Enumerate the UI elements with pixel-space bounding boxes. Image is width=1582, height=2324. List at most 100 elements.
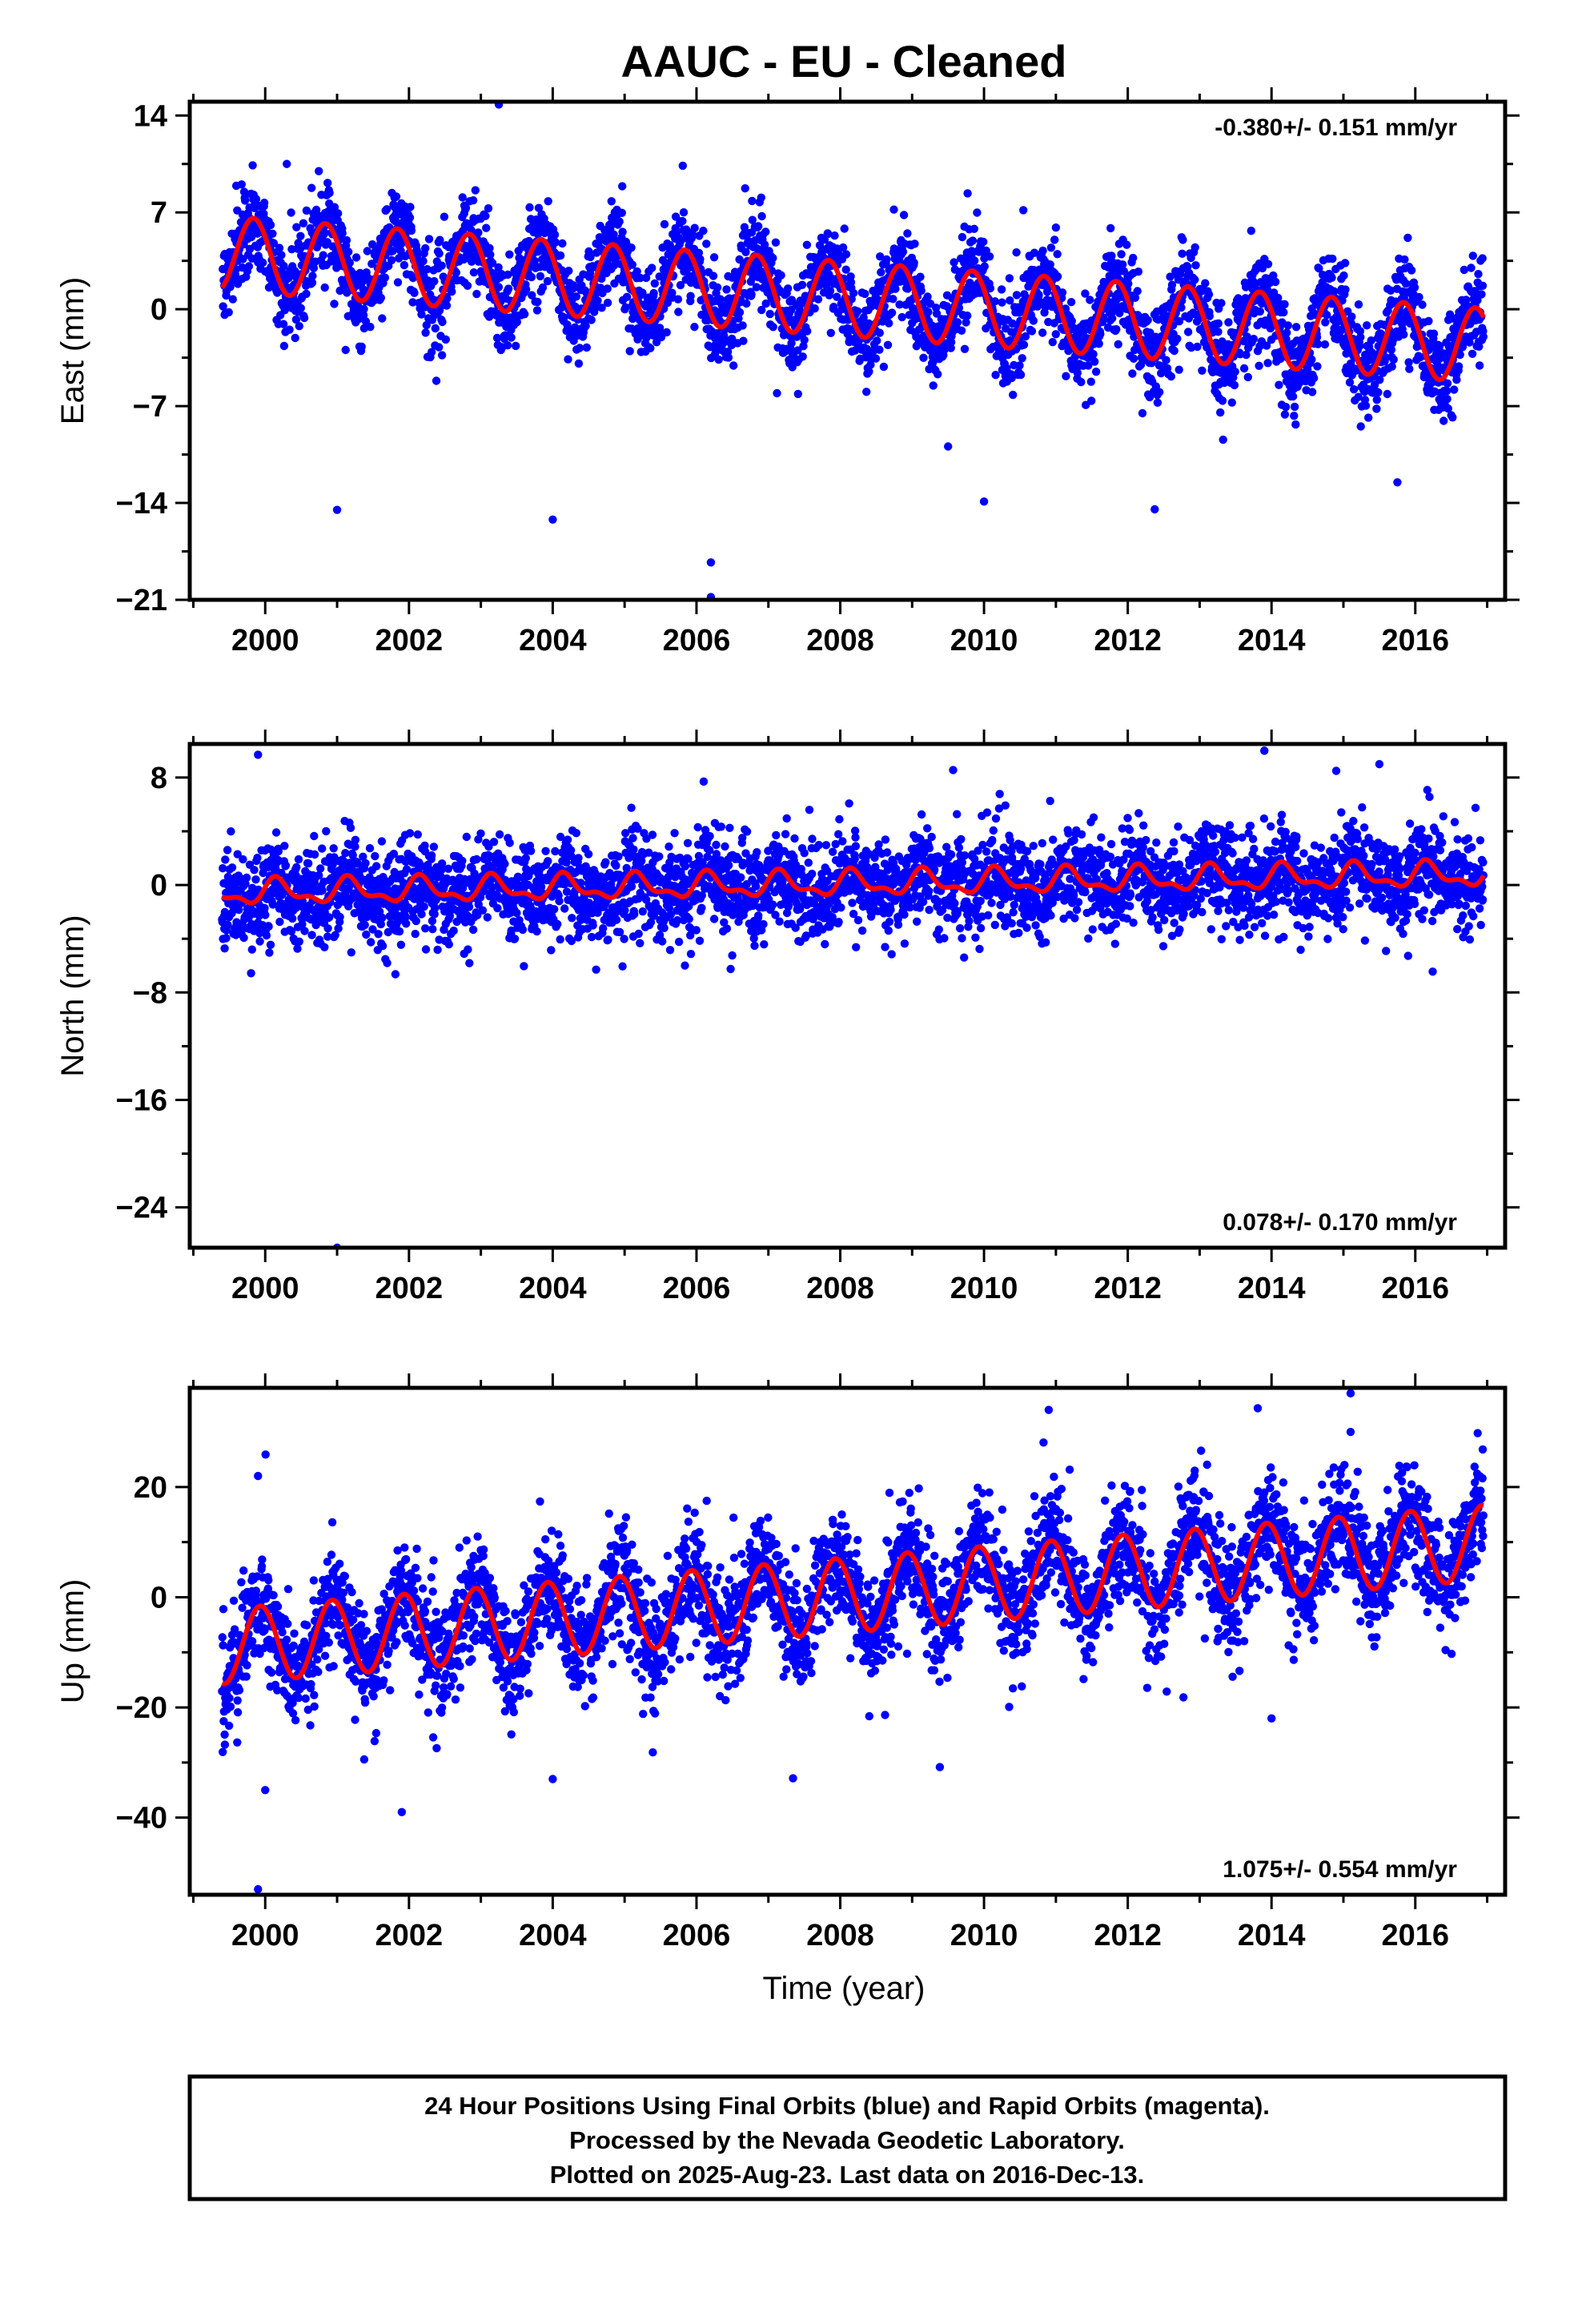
page-title: AAUC - EU - Cleaned [621,36,1067,86]
data-point [829,303,838,312]
data-point [293,944,302,953]
data-point [442,301,452,310]
data-point [378,942,387,951]
data-point [618,227,627,236]
data-point [628,260,636,269]
data-point [1143,316,1152,324]
data-point [873,336,881,345]
data-point [865,367,873,376]
data-point [729,361,738,370]
data-point [581,321,590,331]
data-point [1193,342,1202,352]
data-point [752,283,761,292]
data-point [493,903,502,913]
data-point [521,854,530,862]
data-point [1008,319,1017,328]
data-point [1291,420,1300,429]
data-point [269,239,279,247]
data-point [825,287,835,296]
data-point [1361,401,1371,410]
data-point [1191,261,1200,270]
data-point [544,197,552,206]
data-point [1291,323,1301,332]
data-point [302,206,311,215]
data-point [1034,290,1043,300]
data-point [266,940,275,950]
data-point [889,295,897,304]
x-tick-label: 2006 [663,624,731,657]
data-point [919,353,928,362]
data-point [1090,357,1099,366]
data-point [1122,240,1131,249]
data-point [435,249,444,258]
data-point [259,258,267,267]
data-point [649,288,658,298]
x-tick-label: 2014 [1238,624,1306,657]
data-point [586,252,595,262]
data-point [268,229,277,238]
data-point [431,324,440,333]
data-point [339,281,348,290]
data-point [494,263,503,272]
data-point [1162,356,1170,364]
data-point [253,854,262,862]
data-point [1112,325,1121,334]
data-point [1198,366,1207,375]
data-point [1281,403,1291,412]
data-point [932,309,942,318]
data-point [1073,368,1082,377]
data-point [538,283,548,292]
data-point [1443,379,1452,388]
data-point [1275,380,1283,389]
data-point [550,905,559,914]
data-point [841,265,850,274]
data-point [322,826,331,836]
data-point [504,270,512,279]
data-point [279,320,288,328]
y-tick-label: 14 [134,99,167,133]
data-point [299,313,309,323]
data-point [534,203,544,212]
data-point [275,917,284,927]
data-point [432,376,441,385]
outlier-point [332,505,342,514]
data-point [575,344,584,352]
data-point [1243,372,1253,382]
data-point [1320,340,1330,349]
data-point [998,298,1006,307]
data-point [296,304,305,312]
data-point [735,308,745,317]
data-point [468,925,478,935]
data-point [330,300,339,308]
data-point [264,922,273,931]
data-point [899,211,909,219]
data-point [603,284,612,293]
data-point [798,352,807,361]
data-point [859,313,868,322]
data-point [485,243,494,253]
y-tick-label: 7 [151,196,167,230]
data-point [1134,267,1143,276]
data-point [402,919,411,928]
data-point [1138,408,1147,418]
data-point [512,908,521,918]
data-point [433,945,442,955]
data-point [259,199,269,207]
data-point [597,304,606,312]
data-point [430,277,439,286]
data-point [1288,392,1298,401]
data-point [1038,246,1047,255]
data-point [879,362,889,372]
x-tick-label: 2012 [1094,624,1162,657]
data-point [1477,290,1486,299]
data-point [248,161,257,170]
data-point [793,389,802,399]
data-point [421,328,430,337]
data-point [916,272,925,281]
data-point [357,342,366,352]
data-point [690,223,699,232]
data-point [421,924,430,933]
data-point [572,292,580,301]
data-point [391,192,401,201]
data-point [696,255,705,263]
